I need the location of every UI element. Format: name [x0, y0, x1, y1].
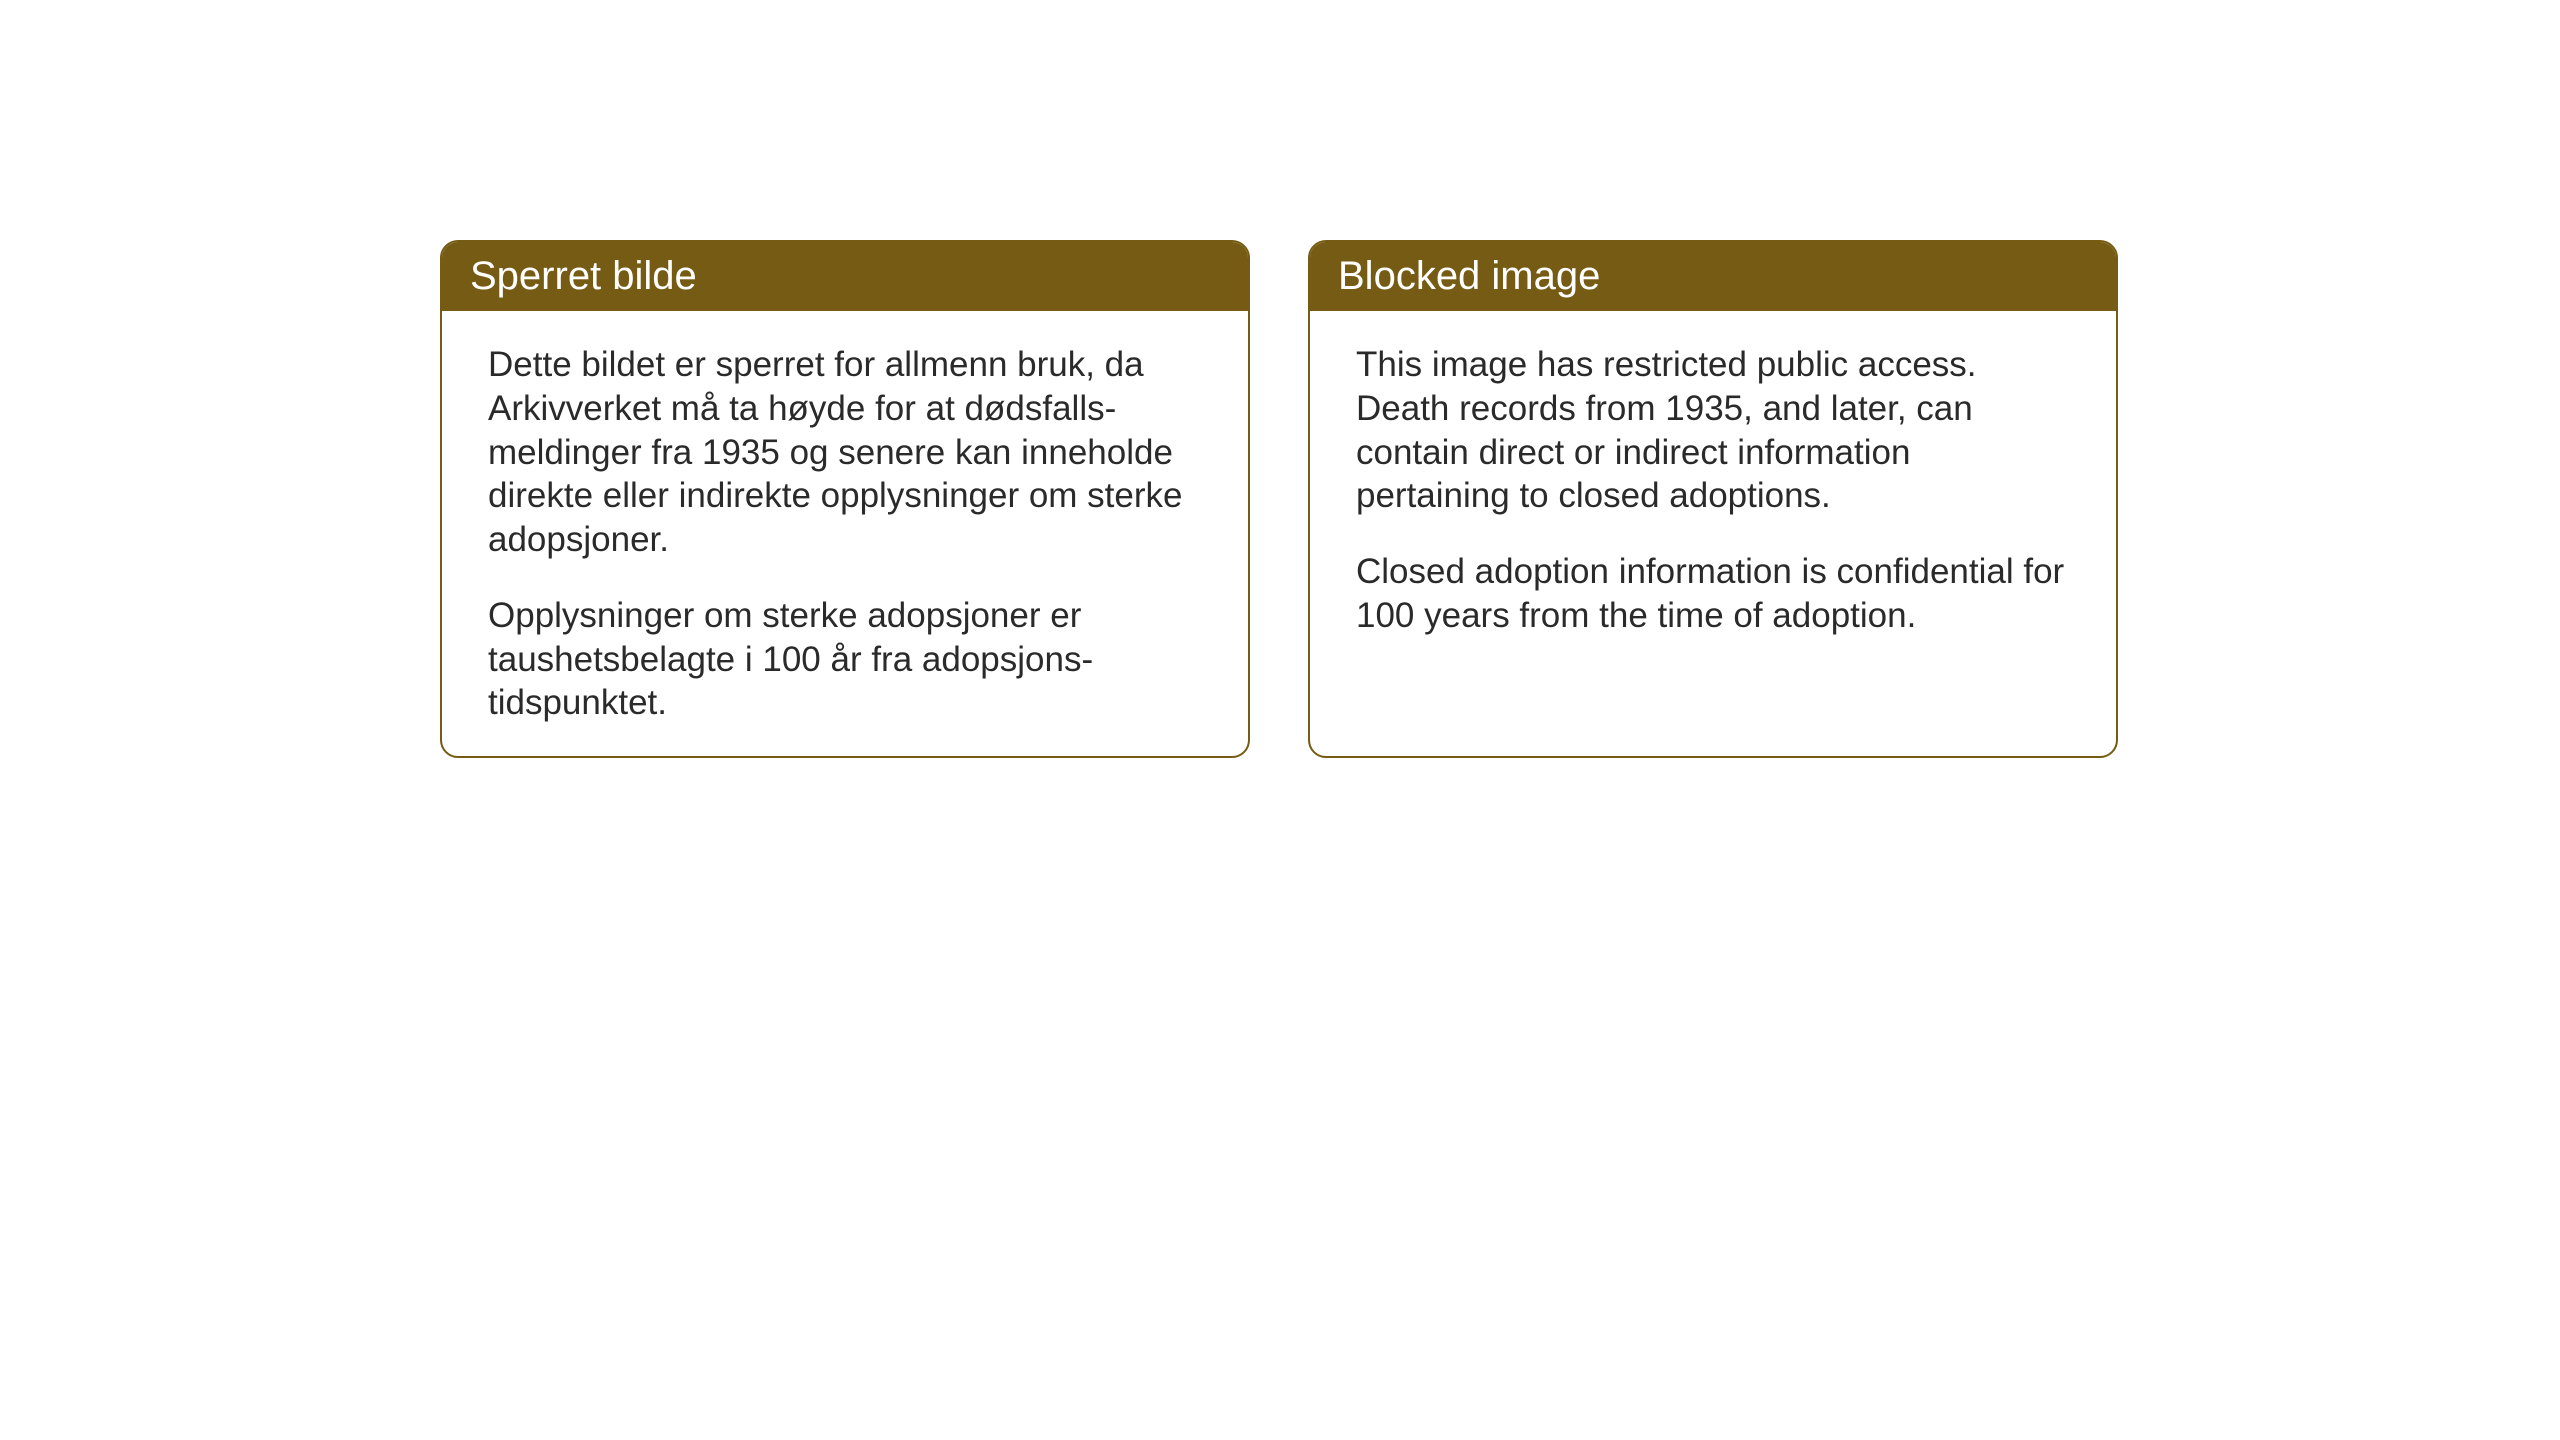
norwegian-paragraph-1: Dette bildet er sperret for allmenn bruk…: [488, 343, 1202, 562]
norwegian-card-body: Dette bildet er sperret for allmenn bruk…: [442, 311, 1248, 758]
english-paragraph-1: This image has restricted public access.…: [1356, 343, 2070, 518]
norwegian-paragraph-2: Opplysninger om sterke adopsjoner er tau…: [488, 594, 1202, 725]
norwegian-card-title: Sperret bilde: [442, 242, 1248, 311]
notice-container: Sperret bilde Dette bildet er sperret fo…: [440, 240, 2118, 758]
english-card-title: Blocked image: [1310, 242, 2116, 311]
english-paragraph-2: Closed adoption information is confident…: [1356, 550, 2070, 638]
english-notice-card: Blocked image This image has restricted …: [1308, 240, 2118, 758]
norwegian-notice-card: Sperret bilde Dette bildet er sperret fo…: [440, 240, 1250, 758]
english-card-body: This image has restricted public access.…: [1310, 311, 2116, 678]
